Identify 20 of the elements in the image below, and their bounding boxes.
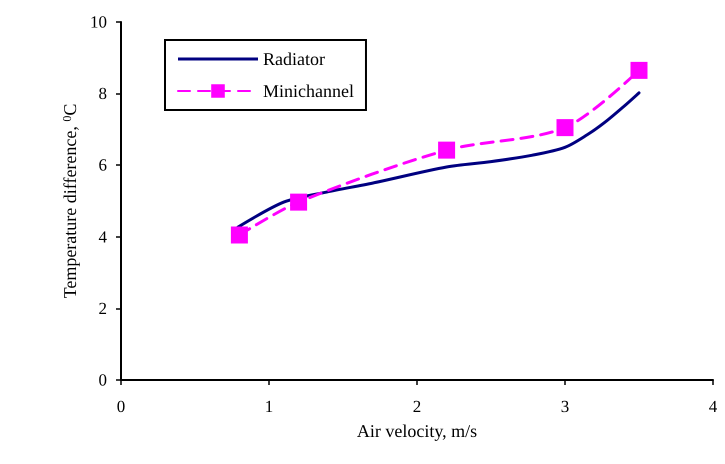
point	[556, 119, 574, 136]
y-axis-title: Temperature difference, 0C	[60, 104, 80, 298]
y-tick-label: 0	[98, 370, 107, 390]
legend-label: Minichannel	[263, 81, 354, 101]
x-axis-title: Air velocity, m/s	[356, 421, 478, 441]
point	[230, 226, 248, 244]
point	[290, 194, 308, 211]
legend-label: Radiator	[263, 49, 325, 69]
x-tick-label: 4	[708, 397, 718, 416]
y-tick-label: 8	[98, 84, 107, 104]
point	[438, 142, 456, 159]
y-tick-label: 2	[98, 298, 107, 318]
x-tick-label: 3	[560, 397, 570, 416]
point	[630, 62, 648, 79]
y-tick-label: 6	[98, 156, 107, 175]
y-tick-label: 4	[98, 227, 108, 246]
y-tick-label: 10	[90, 12, 107, 32]
x-tick-label: 2	[412, 397, 422, 416]
x-tick-label: 1	[264, 397, 274, 416]
x-tick-label: 0	[116, 397, 126, 416]
